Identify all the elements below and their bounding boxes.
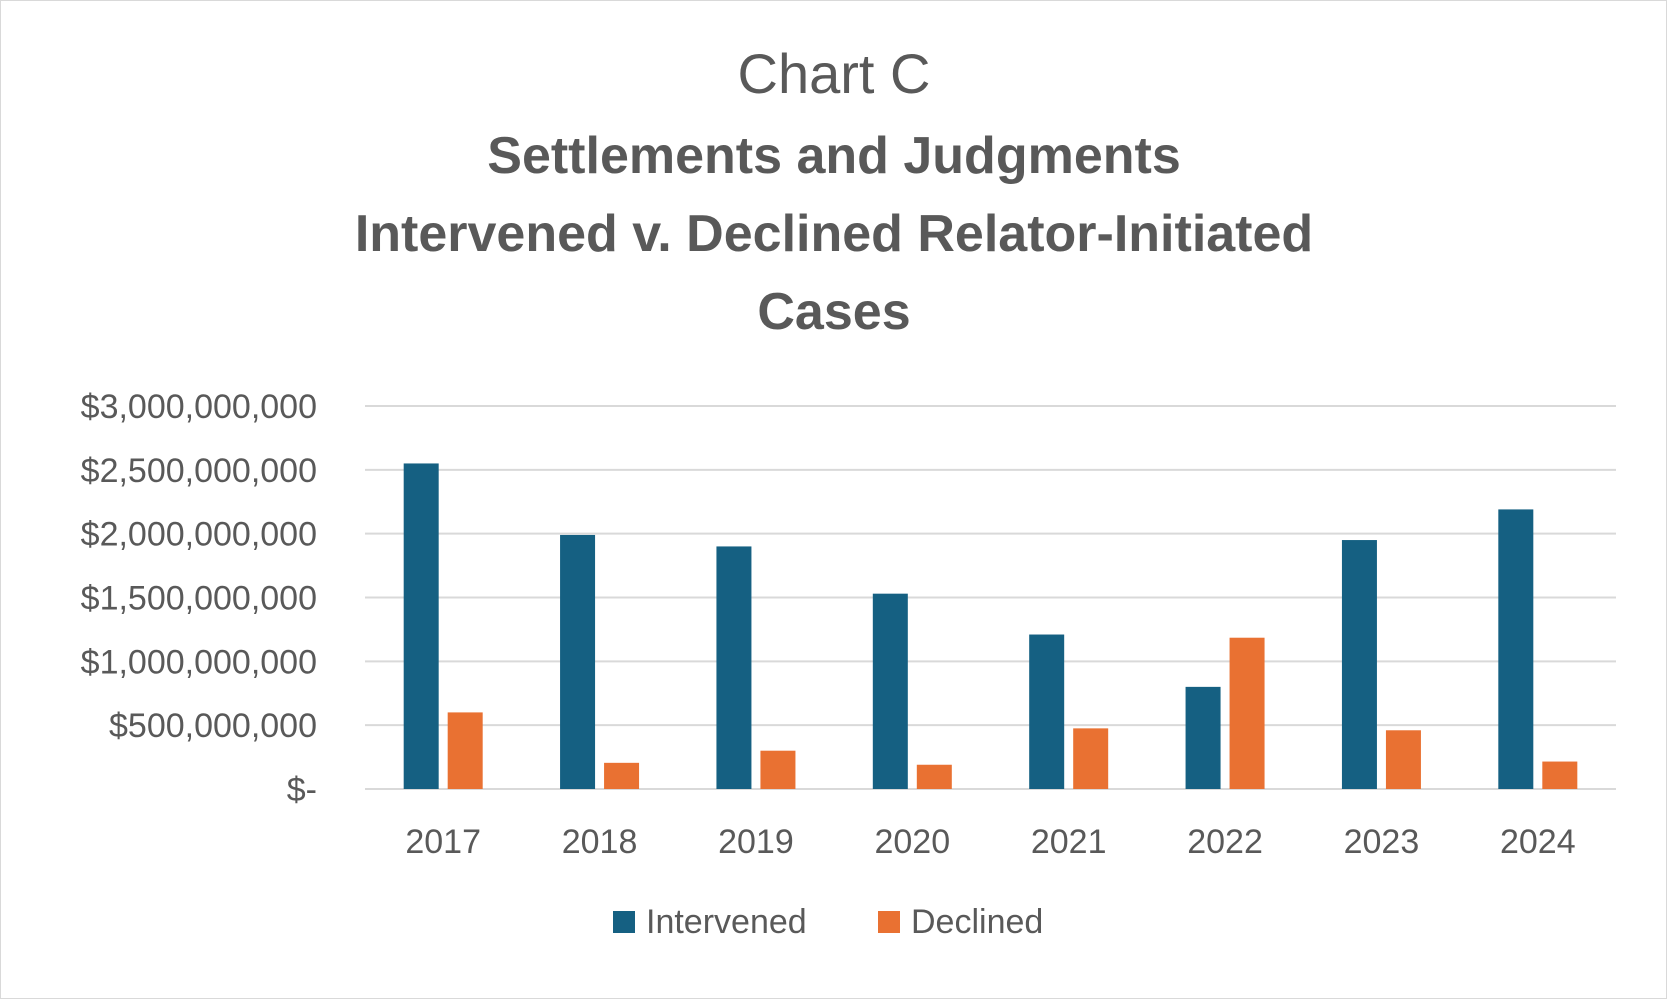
bar-declined-2021 (1073, 728, 1109, 789)
bar-declined-2019 (760, 750, 796, 789)
y-tick-label: $1,000,000,000 (81, 643, 317, 681)
legend: Intervened Declined (613, 903, 1043, 941)
chart-title-line-3: Intervened v. Declined Relator-Initiated (355, 205, 1313, 263)
x-tick-label: 2023 (1344, 823, 1420, 861)
bar-declined-2024 (1542, 761, 1578, 789)
chart-title-line-4: Cases (757, 283, 910, 341)
y-tick-label: $2,500,000,000 (81, 452, 317, 490)
x-tick-label: 2020 (874, 823, 950, 861)
legend-swatch-intervened (613, 911, 635, 933)
y-tick-label: $1,500,000,000 (81, 580, 317, 618)
x-axis-tick-labels: 2017 2018 2019 2020 2021 2022 2023 2024 (405, 823, 1575, 861)
y-tick-label: $- (287, 771, 317, 809)
legend-swatch-declined (878, 911, 900, 933)
y-tick-label: $2,000,000,000 (81, 516, 317, 554)
y-tick-label: $3,000,000,000 (81, 388, 317, 426)
bar-intervened-2020 (872, 593, 908, 789)
bars (403, 463, 1578, 789)
bar-declined-2023 (1385, 730, 1421, 789)
bar-intervened-2023 (1341, 540, 1377, 789)
bar-intervened-2024 (1498, 509, 1534, 789)
bar-declined-2020 (916, 764, 952, 789)
bar-intervened-2021 (1029, 634, 1065, 789)
x-tick-label: 2022 (1187, 823, 1263, 861)
bar-declined-2022 (1229, 637, 1265, 789)
bar-declined-2018 (604, 762, 640, 789)
bar-declined-2017 (447, 712, 483, 789)
x-tick-label: 2017 (405, 823, 481, 861)
x-tick-label: 2021 (1031, 823, 1107, 861)
bar-intervened-2018 (560, 534, 596, 789)
legend-label-declined: Declined (911, 903, 1043, 941)
legend-label-intervened: Intervened (646, 903, 807, 941)
bar-intervened-2017 (403, 463, 439, 789)
x-tick-label: 2019 (718, 823, 794, 861)
y-axis-tick-labels: $- $500,000,000 $1,000,000,000 $1,500,000,0… (81, 388, 317, 809)
chart-title: Chart C Settlements and Judgments Interv… (355, 42, 1313, 341)
x-tick-label: 2018 (562, 823, 638, 861)
y-tick-label: $500,000,000 (109, 707, 317, 745)
gridlines (365, 405, 1616, 790)
chart-title-line-2: Settlements and Judgments (487, 127, 1180, 185)
chart-title-line-1: Chart C (738, 42, 931, 105)
bar-intervened-2019 (716, 546, 752, 789)
x-tick-label: 2024 (1500, 823, 1576, 861)
bar-intervened-2022 (1185, 686, 1221, 789)
